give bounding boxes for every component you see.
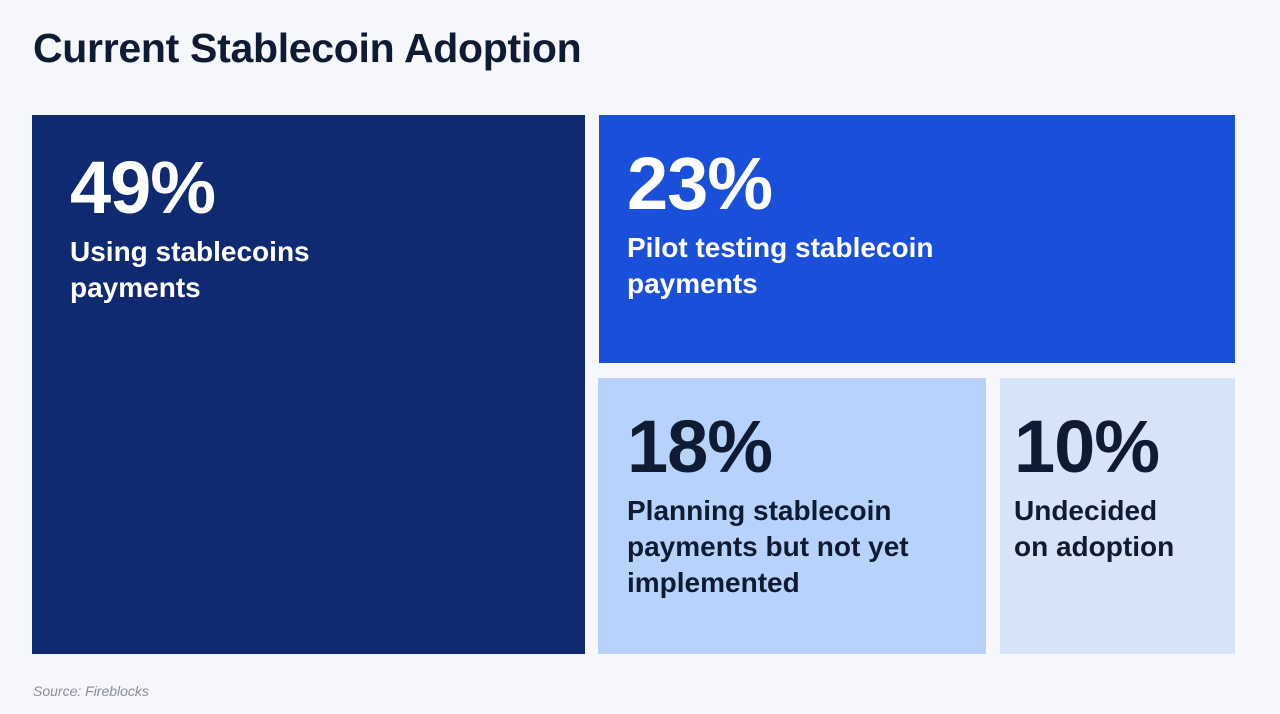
- tile-pilot: 23% Pilot testing stablecoin payments: [599, 115, 1235, 363]
- tile-label: Pilot testing stablecoin payments: [627, 230, 933, 302]
- tile-percent: 10%: [1014, 405, 1160, 488]
- tile-label-line: Undecided: [1014, 495, 1158, 526]
- tile-label-line: payments but not yet: [627, 531, 909, 562]
- tile-percent: 49%: [70, 146, 216, 229]
- tile-label-line: payments: [627, 268, 758, 299]
- tile-label: Using stablecoins payments: [70, 234, 310, 306]
- tile-label-line: Planning stablecoin: [627, 495, 892, 526]
- tile-label: Undecided on adoption: [1014, 493, 1174, 565]
- tile-using: 49% Using stablecoins payments: [32, 115, 585, 654]
- tile-percent: 23%: [627, 142, 773, 225]
- tile-label-line: on adoption: [1014, 531, 1175, 562]
- tile-label: Planning stablecoin payments but not yet i…: [627, 493, 909, 601]
- source-note: Source: Fireblocks: [33, 683, 149, 699]
- tile-label-line: payments: [70, 272, 201, 303]
- tile-planning: 18% Planning stablecoin payments but not y…: [598, 378, 986, 654]
- tile-label-line: Using stablecoins: [70, 236, 310, 267]
- chart-title: Current Stablecoin Adoption: [33, 25, 582, 71]
- tile-percent: 18%: [627, 405, 773, 488]
- tile-label-line: implemented: [627, 567, 800, 598]
- tile-undecided: 10% Undecided on adoption: [1000, 378, 1235, 654]
- tile-label-line: Pilot testing stablecoin: [627, 232, 934, 263]
